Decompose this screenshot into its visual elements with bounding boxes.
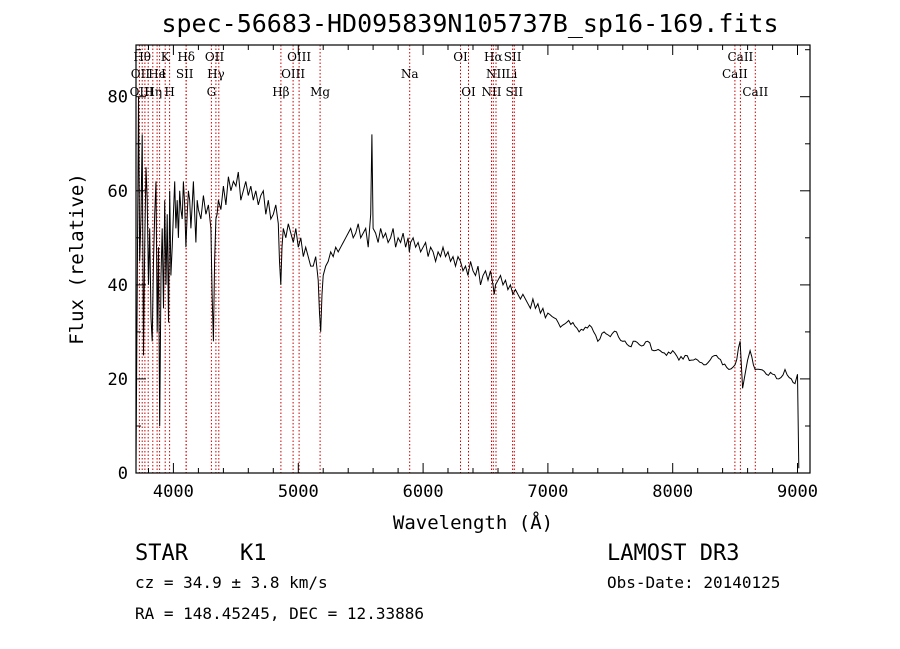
- line-label: SII: [505, 85, 523, 99]
- line-label: CaII: [727, 50, 753, 64]
- line-label: Hδ: [177, 50, 195, 64]
- observation-date: Obs-Date: 20140125: [607, 573, 780, 592]
- line-label: OI: [453, 50, 468, 64]
- line-label: OII: [205, 50, 225, 64]
- line-label: Mg: [310, 85, 330, 99]
- y-tick-label: 40: [108, 276, 128, 296]
- object-class: STAR: [135, 541, 189, 566]
- line-label: CaII: [722, 67, 748, 81]
- line-label: OIII: [287, 50, 311, 64]
- line-label: OI: [461, 85, 476, 99]
- line-label: H: [164, 85, 174, 99]
- x-tick-label: 9000: [777, 482, 818, 502]
- x-axis-ticks: 4000 5000 6000 7000 8000 9000: [148, 45, 818, 502]
- line-label: NII: [482, 85, 502, 99]
- plot-frame: [135, 44, 811, 474]
- line-label: SII: [504, 50, 522, 64]
- spectrum-line: [135, 96, 800, 469]
- line-label: Hα: [484, 50, 503, 64]
- x-tick-label: 5000: [278, 482, 319, 502]
- line-label: Hβ: [272, 85, 289, 99]
- line-label: OIII: [281, 67, 305, 81]
- line-label: Li: [505, 67, 517, 81]
- line-label: NII: [486, 67, 506, 81]
- line-label: I: [161, 67, 166, 81]
- x-tick-label: 7000: [527, 482, 568, 502]
- y-tick-label: 20: [108, 370, 128, 390]
- spectral-line-markers: [138, 45, 756, 473]
- spectral-subclass: K1: [240, 541, 267, 566]
- x-tick-label: 4000: [153, 482, 194, 502]
- y-tick-label: 60: [108, 182, 128, 202]
- line-label: Hγ: [207, 67, 225, 81]
- survey-release: LAMOST DR3: [607, 541, 739, 566]
- redshift-velocity: cz = 34.9 ± 3.8 km/s: [135, 573, 328, 592]
- line-label: He: [148, 67, 166, 81]
- y-axis-label: Flux (relative): [66, 173, 88, 345]
- y-tick-label: 80: [108, 88, 128, 108]
- coordinates: RA = 148.45245, DEC = 12.33886: [135, 604, 424, 623]
- y-axis-ticks: 0 20 40 60 80: [108, 49, 810, 484]
- y-tick-label: 0: [118, 464, 128, 484]
- line-label: Hη: [144, 85, 162, 99]
- line-label: K: [161, 50, 171, 64]
- line-label: Hθ: [133, 50, 151, 64]
- x-tick-label: 6000: [403, 482, 444, 502]
- line-label: CaII: [742, 85, 768, 99]
- line-label: G: [207, 85, 217, 99]
- x-tick-label: 8000: [652, 482, 693, 502]
- line-label: Na: [401, 67, 419, 81]
- x-axis-label: Wavelength (Å): [393, 511, 553, 534]
- line-label: SII: [176, 67, 194, 81]
- chart-title: spec-56683-HD095839N105737B_sp16-169.fit…: [161, 9, 778, 38]
